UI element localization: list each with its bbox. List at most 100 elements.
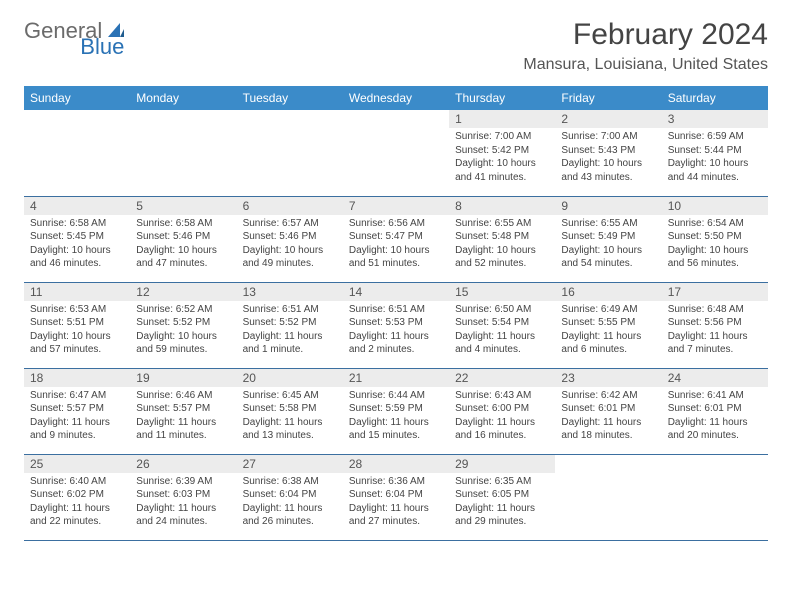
day-header: Monday	[130, 86, 236, 110]
day-details: Sunrise: 6:45 AMSunset: 5:58 PMDaylight:…	[237, 387, 343, 447]
day-number: 26	[130, 455, 236, 473]
calendar-day-cell: 7Sunrise: 6:56 AMSunset: 5:47 PMDaylight…	[343, 196, 449, 282]
day-header: Friday	[555, 86, 661, 110]
location-text: Mansura, Louisiana, United States	[523, 56, 768, 74]
calendar-day-cell: 16Sunrise: 6:49 AMSunset: 5:55 PMDayligh…	[555, 282, 661, 368]
calendar-week-row: 4Sunrise: 6:58 AMSunset: 5:45 PMDaylight…	[24, 196, 768, 282]
day-details: Sunrise: 6:40 AMSunset: 6:02 PMDaylight:…	[24, 473, 130, 533]
day-details: Sunrise: 6:46 AMSunset: 5:57 PMDaylight:…	[130, 387, 236, 447]
day-number: 8	[449, 197, 555, 215]
calendar-day-cell: 10Sunrise: 6:54 AMSunset: 5:50 PMDayligh…	[662, 196, 768, 282]
day-number: 3	[662, 110, 768, 128]
calendar-day-cell: 1Sunrise: 7:00 AMSunset: 5:42 PMDaylight…	[449, 110, 555, 196]
day-header: Thursday	[449, 86, 555, 110]
day-details: Sunrise: 6:43 AMSunset: 6:00 PMDaylight:…	[449, 387, 555, 447]
day-number: 18	[24, 369, 130, 387]
header: General Blue February 2024 Mansura, Loui…	[24, 18, 768, 74]
calendar-day-cell: 20Sunrise: 6:45 AMSunset: 5:58 PMDayligh…	[237, 368, 343, 454]
day-number: 5	[130, 197, 236, 215]
calendar-day-cell: 5Sunrise: 6:58 AMSunset: 5:46 PMDaylight…	[130, 196, 236, 282]
calendar-day-cell: 12Sunrise: 6:52 AMSunset: 5:52 PMDayligh…	[130, 282, 236, 368]
calendar-day-cell	[343, 110, 449, 196]
calendar-day-cell: 29Sunrise: 6:35 AMSunset: 6:05 PMDayligh…	[449, 454, 555, 540]
logo: General Blue	[24, 18, 174, 44]
calendar-day-cell: 21Sunrise: 6:44 AMSunset: 5:59 PMDayligh…	[343, 368, 449, 454]
day-details: Sunrise: 6:52 AMSunset: 5:52 PMDaylight:…	[130, 301, 236, 361]
day-details: Sunrise: 6:48 AMSunset: 5:56 PMDaylight:…	[662, 301, 768, 361]
day-number: 28	[343, 455, 449, 473]
month-title: February 2024	[523, 18, 768, 52]
calendar-day-cell: 15Sunrise: 6:50 AMSunset: 5:54 PMDayligh…	[449, 282, 555, 368]
day-details: Sunrise: 6:51 AMSunset: 5:53 PMDaylight:…	[343, 301, 449, 361]
calendar-week-row: 1Sunrise: 7:00 AMSunset: 5:42 PMDaylight…	[24, 110, 768, 196]
day-details: Sunrise: 6:44 AMSunset: 5:59 PMDaylight:…	[343, 387, 449, 447]
day-number: 9	[555, 197, 661, 215]
calendar-day-cell	[237, 110, 343, 196]
calendar-day-cell	[130, 110, 236, 196]
calendar-day-cell: 9Sunrise: 6:55 AMSunset: 5:49 PMDaylight…	[555, 196, 661, 282]
day-number: 7	[343, 197, 449, 215]
day-header: Wednesday	[343, 86, 449, 110]
calendar-week-row: 11Sunrise: 6:53 AMSunset: 5:51 PMDayligh…	[24, 282, 768, 368]
calendar-day-cell: 24Sunrise: 6:41 AMSunset: 6:01 PMDayligh…	[662, 368, 768, 454]
day-details: Sunrise: 6:53 AMSunset: 5:51 PMDaylight:…	[24, 301, 130, 361]
day-details: Sunrise: 6:35 AMSunset: 6:05 PMDaylight:…	[449, 473, 555, 533]
calendar-day-cell	[555, 454, 661, 540]
day-details: Sunrise: 6:49 AMSunset: 5:55 PMDaylight:…	[555, 301, 661, 361]
day-number: 29	[449, 455, 555, 473]
day-details: Sunrise: 6:58 AMSunset: 5:45 PMDaylight:…	[24, 215, 130, 275]
day-number: 22	[449, 369, 555, 387]
day-details: Sunrise: 6:39 AMSunset: 6:03 PMDaylight:…	[130, 473, 236, 533]
day-details: Sunrise: 6:54 AMSunset: 5:50 PMDaylight:…	[662, 215, 768, 275]
day-number: 15	[449, 283, 555, 301]
calendar-day-cell: 25Sunrise: 6:40 AMSunset: 6:02 PMDayligh…	[24, 454, 130, 540]
day-number: 10	[662, 197, 768, 215]
calendar-week-row: 18Sunrise: 6:47 AMSunset: 5:57 PMDayligh…	[24, 368, 768, 454]
day-details: Sunrise: 6:50 AMSunset: 5:54 PMDaylight:…	[449, 301, 555, 361]
day-details: Sunrise: 6:58 AMSunset: 5:46 PMDaylight:…	[130, 215, 236, 275]
day-number: 19	[130, 369, 236, 387]
calendar-day-cell: 14Sunrise: 6:51 AMSunset: 5:53 PMDayligh…	[343, 282, 449, 368]
day-number: 4	[24, 197, 130, 215]
day-details: Sunrise: 7:00 AMSunset: 5:43 PMDaylight:…	[555, 128, 661, 188]
calendar-day-cell: 28Sunrise: 6:36 AMSunset: 6:04 PMDayligh…	[343, 454, 449, 540]
calendar-week-row: 25Sunrise: 6:40 AMSunset: 6:02 PMDayligh…	[24, 454, 768, 540]
day-header: Tuesday	[237, 86, 343, 110]
day-number: 12	[130, 283, 236, 301]
day-number: 23	[555, 369, 661, 387]
calendar-body: 1Sunrise: 7:00 AMSunset: 5:42 PMDaylight…	[24, 110, 768, 540]
calendar-day-cell	[662, 454, 768, 540]
day-details: Sunrise: 6:42 AMSunset: 6:01 PMDaylight:…	[555, 387, 661, 447]
calendar-day-cell: 19Sunrise: 6:46 AMSunset: 5:57 PMDayligh…	[130, 368, 236, 454]
calendar-day-cell: 22Sunrise: 6:43 AMSunset: 6:00 PMDayligh…	[449, 368, 555, 454]
day-details: Sunrise: 6:59 AMSunset: 5:44 PMDaylight:…	[662, 128, 768, 188]
calendar-day-cell: 11Sunrise: 6:53 AMSunset: 5:51 PMDayligh…	[24, 282, 130, 368]
title-block: February 2024 Mansura, Louisiana, United…	[523, 18, 768, 74]
calendar-day-cell: 6Sunrise: 6:57 AMSunset: 5:46 PMDaylight…	[237, 196, 343, 282]
calendar-table: SundayMondayTuesdayWednesdayThursdayFrid…	[24, 86, 768, 541]
day-number: 11	[24, 283, 130, 301]
calendar-day-cell	[24, 110, 130, 196]
calendar-head: SundayMondayTuesdayWednesdayThursdayFrid…	[24, 86, 768, 110]
calendar-day-cell: 23Sunrise: 6:42 AMSunset: 6:01 PMDayligh…	[555, 368, 661, 454]
day-details: Sunrise: 6:38 AMSunset: 6:04 PMDaylight:…	[237, 473, 343, 533]
day-number: 16	[555, 283, 661, 301]
calendar-day-cell: 18Sunrise: 6:47 AMSunset: 5:57 PMDayligh…	[24, 368, 130, 454]
day-number: 24	[662, 369, 768, 387]
day-number: 21	[343, 369, 449, 387]
day-number: 1	[449, 110, 555, 128]
calendar-day-cell: 27Sunrise: 6:38 AMSunset: 6:04 PMDayligh…	[237, 454, 343, 540]
day-details: Sunrise: 6:55 AMSunset: 5:48 PMDaylight:…	[449, 215, 555, 275]
calendar-day-cell: 17Sunrise: 6:48 AMSunset: 5:56 PMDayligh…	[662, 282, 768, 368]
day-header: Sunday	[24, 86, 130, 110]
day-details: Sunrise: 6:47 AMSunset: 5:57 PMDaylight:…	[24, 387, 130, 447]
day-details: Sunrise: 7:00 AMSunset: 5:42 PMDaylight:…	[449, 128, 555, 188]
calendar-day-cell: 2Sunrise: 7:00 AMSunset: 5:43 PMDaylight…	[555, 110, 661, 196]
logo-text-blue: Blue	[80, 34, 124, 60]
day-details: Sunrise: 6:41 AMSunset: 6:01 PMDaylight:…	[662, 387, 768, 447]
day-number: 6	[237, 197, 343, 215]
day-details: Sunrise: 6:55 AMSunset: 5:49 PMDaylight:…	[555, 215, 661, 275]
calendar-day-cell: 8Sunrise: 6:55 AMSunset: 5:48 PMDaylight…	[449, 196, 555, 282]
day-header: Saturday	[662, 86, 768, 110]
day-details: Sunrise: 6:51 AMSunset: 5:52 PMDaylight:…	[237, 301, 343, 361]
